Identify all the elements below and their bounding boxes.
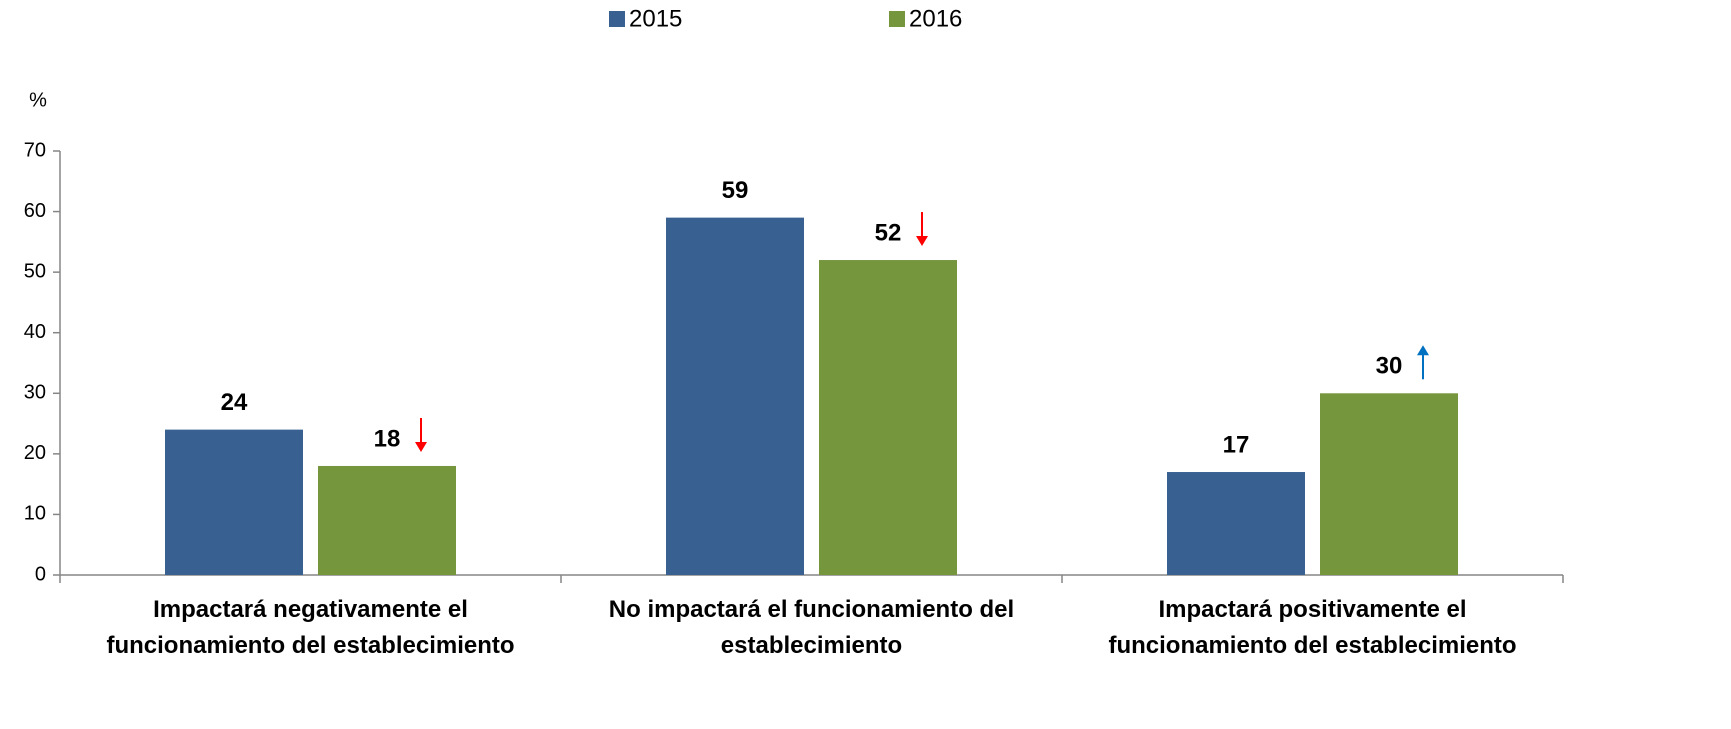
- y-axis-label: %: [29, 89, 47, 111]
- legend-swatch: [609, 11, 625, 27]
- x-tick-label: Impactará positivamente el funcionamient…: [1108, 596, 1517, 659]
- y-tick-label: 60: [24, 200, 46, 222]
- bar: [1320, 393, 1458, 575]
- y-tick-label: 50: [24, 260, 46, 282]
- data-label: 59: [722, 177, 749, 204]
- bar: [819, 260, 957, 575]
- data-label: 30: [1376, 353, 1403, 380]
- data-label: 18: [374, 425, 401, 452]
- legend-label: 2015: [629, 5, 682, 32]
- x-tick-label: No impactará el funcionamiento del estab…: [608, 596, 1015, 659]
- data-label: 17: [1223, 431, 1250, 458]
- y-tick-label: 70: [24, 139, 46, 161]
- data-label: 24: [221, 389, 248, 416]
- legend-label: 2016: [909, 5, 962, 32]
- y-tick-label: 20: [24, 442, 46, 464]
- data-label: 52: [875, 219, 902, 246]
- bar: [666, 217, 804, 575]
- x-tick-label: Impactará negativamente el funcionamient…: [106, 596, 515, 659]
- bar: [1167, 472, 1305, 575]
- y-tick-label: 30: [24, 382, 46, 404]
- change-arrow-head: [415, 441, 427, 452]
- y-tick-label: 0: [35, 563, 46, 585]
- y-tick-label: 40: [24, 321, 46, 343]
- bar: [318, 465, 456, 575]
- bar: [165, 429, 303, 575]
- legend-swatch: [889, 11, 905, 27]
- change-arrow-head: [1417, 345, 1429, 356]
- y-tick-label: 10: [24, 503, 46, 525]
- change-arrow-head: [916, 236, 928, 247]
